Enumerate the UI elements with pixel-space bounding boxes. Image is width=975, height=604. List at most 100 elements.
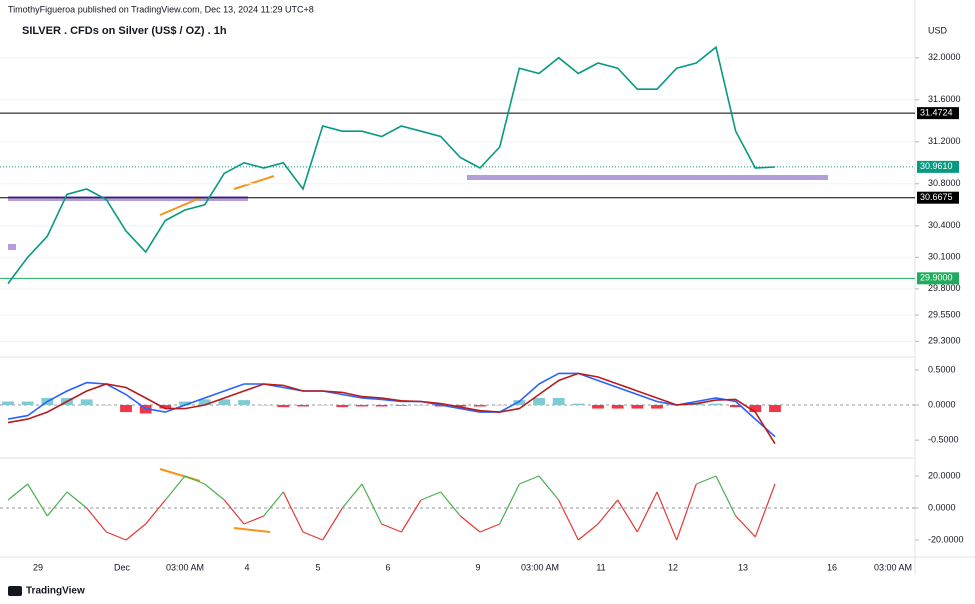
histogram-bar	[100, 405, 113, 406]
oscillator-segment	[735, 515, 756, 538]
oscillator-segment	[361, 483, 383, 525]
histogram-bar	[159, 405, 172, 409]
y-tick-label: 30.1000	[928, 252, 961, 262]
x-tick-label: 5	[315, 562, 320, 572]
oscillator-segment	[27, 483, 48, 517]
x-tick-label: 03:00 AM	[166, 562, 204, 572]
trend-line	[233, 175, 275, 190]
oscillator-segment	[400, 499, 422, 533]
oscillator-segment	[636, 491, 658, 533]
y-tick-label: 32.0000	[928, 52, 961, 62]
histogram-bar	[474, 405, 486, 407]
y-tick-label: 30.4000	[928, 220, 961, 230]
oscillator-segment	[577, 523, 599, 541]
oscillator-segment	[440, 491, 461, 517]
x-tick-label: Dec	[114, 562, 131, 572]
oscillator-segment	[7, 483, 29, 501]
y-tick-label: 29.8000	[928, 283, 961, 293]
histogram-bar	[120, 405, 132, 413]
histogram-bar	[336, 405, 349, 408]
level-label: 30.6675	[920, 192, 953, 202]
oscillator-segment	[754, 483, 776, 538]
histogram-bar	[238, 400, 250, 406]
x-tick-label: 12	[668, 562, 678, 572]
histogram-bar	[513, 400, 526, 406]
trend-line	[159, 197, 201, 216]
oscillator-segment	[86, 507, 107, 533]
oscillator-segment	[656, 491, 678, 541]
histogram-bar	[356, 405, 368, 407]
oscillator-segment	[381, 523, 402, 533]
y-tick-label: 30.8000	[928, 178, 961, 188]
histogram-bar	[218, 399, 231, 406]
oscillator-segment	[617, 499, 638, 533]
support-zone	[467, 175, 828, 180]
y-tick-label: 0.0000	[928, 399, 956, 409]
level-tag	[917, 272, 959, 285]
histogram-bar	[533, 398, 545, 406]
oscillator-segment	[184, 475, 205, 485]
y-tick-label: 0.0000	[928, 502, 956, 512]
histogram-bar	[769, 405, 781, 413]
y-tick-label: -20.0000	[928, 534, 964, 544]
currency: USD	[928, 25, 948, 35]
histogram-bar	[277, 405, 290, 408]
histogram-bar	[631, 405, 644, 409]
histogram-bar	[611, 405, 624, 409]
oscillator-segment	[341, 483, 363, 509]
oscillator-segment	[558, 499, 579, 541]
level-tag	[917, 191, 959, 204]
oscillator-segment	[715, 475, 737, 517]
histogram-bar	[729, 405, 742, 408]
histogram-bar	[316, 405, 329, 406]
histogram-bar	[198, 399, 211, 406]
oscillator-segment	[46, 491, 68, 517]
oscillator-segment	[204, 483, 225, 501]
oscillator-segment	[223, 499, 245, 525]
histogram-bar	[749, 405, 762, 413]
oscillator-segment	[459, 515, 481, 533]
header: TimothyFigueroa published on TradingView…	[8, 4, 314, 14]
histogram-bar	[375, 405, 388, 407]
chart-title: SILVER . CFDs on Silver (US$ / OZ) . 1h	[22, 25, 227, 37]
x-tick-label: 4	[244, 562, 249, 572]
y-tick-label: 29.5500	[928, 309, 961, 319]
x-tick-label: 11	[596, 562, 605, 572]
oscillator-segment	[66, 491, 88, 509]
oscillator-segment	[125, 523, 147, 541]
histogram-bar	[257, 405, 270, 406]
x-tick-label: 03:00 AM	[874, 562, 912, 572]
footer: TradingView	[26, 586, 85, 597]
x-tick-label: 9	[475, 562, 480, 572]
oscillator-segment	[479, 523, 500, 533]
oscillator-segment	[597, 499, 619, 525]
oscillator-segment	[519, 475, 540, 485]
last-price-tag	[917, 160, 959, 173]
y-tick-label: 31.6000	[928, 94, 961, 104]
level-label: 31.4724	[920, 108, 953, 118]
y-tick-label: 20.0000	[928, 470, 961, 480]
histogram-bar	[454, 405, 467, 407]
level-label: 29.9000	[920, 273, 953, 283]
zone-marker	[8, 244, 16, 250]
x-tick-label: 16	[827, 562, 837, 572]
oscillator-segment	[676, 483, 697, 541]
y-tick-label: 31.2000	[928, 136, 961, 146]
y-tick-label: 0.5000	[928, 364, 956, 374]
oscillator-segment	[145, 499, 166, 525]
oscillator-segment	[538, 475, 560, 501]
histogram-bar	[710, 403, 722, 406]
oscillator-segment	[263, 491, 284, 517]
level-tag	[917, 107, 959, 120]
series-line	[7, 372, 776, 445]
histogram-bar	[493, 405, 506, 406]
histogram-bar	[297, 405, 309, 407]
x-tick-label: 03:00 AM	[521, 562, 559, 572]
histogram-bar	[80, 399, 93, 406]
oscillator-segment	[243, 515, 264, 525]
histogram-bar	[552, 398, 565, 406]
oscillator-segment	[696, 475, 717, 485]
oscillator-segment	[302, 531, 323, 541]
